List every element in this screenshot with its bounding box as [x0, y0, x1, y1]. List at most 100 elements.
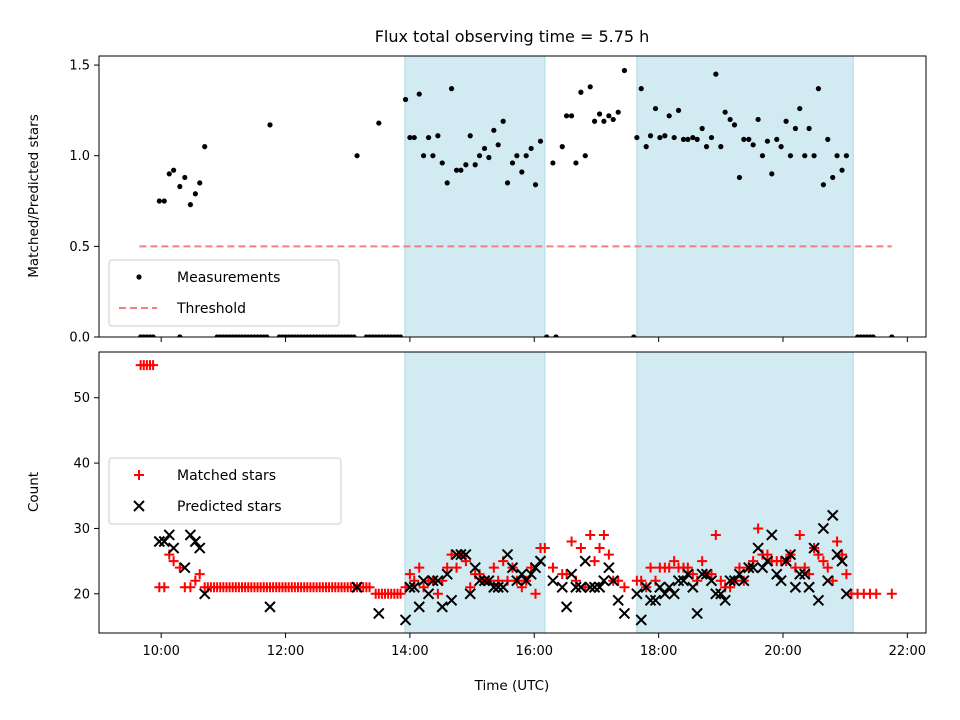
- matched-point: [194, 569, 205, 580]
- predicted-point: [588, 581, 601, 593]
- matched-point: [841, 569, 852, 580]
- predicted-point: [511, 575, 523, 587]
- x-tick-label: 22:00: [889, 644, 926, 659]
- measurement-point: [166, 171, 172, 177]
- predicted-point: [570, 581, 582, 593]
- measurement-point: [755, 116, 761, 123]
- measurement-point: [825, 136, 831, 142]
- measurement-point: [671, 134, 677, 141]
- matched-point: [566, 536, 577, 547]
- measurement-point: [802, 153, 808, 159]
- predicted-point: [766, 529, 778, 541]
- measurement-point: [680, 136, 687, 142]
- measurement-point: [532, 182, 539, 188]
- measurement-point: [703, 144, 710, 150]
- predicted-point: [715, 588, 727, 600]
- predicted-point: [408, 581, 420, 593]
- measurement-point: [587, 84, 593, 90]
- predicted-point: [784, 548, 797, 561]
- matched-point: [432, 588, 443, 599]
- measurement-point: [491, 127, 497, 133]
- measurement-point: [420, 153, 427, 159]
- predicted-point: [672, 575, 685, 587]
- predicted-point: [691, 607, 703, 620]
- predicted-point: [264, 601, 276, 613]
- matched-point: [159, 582, 170, 593]
- y-axis-label: Count: [26, 472, 42, 512]
- measurement-point: [177, 334, 183, 337]
- measurement-point: [435, 133, 441, 139]
- matched-point: [710, 529, 721, 540]
- measurement-point: [486, 154, 492, 161]
- measurement-point: [150, 334, 156, 337]
- legend: Matched stars Predicted stars: [108, 457, 342, 525]
- predicted-point: [483, 575, 495, 587]
- predicted-point: [399, 614, 412, 626]
- predicted-point: [612, 594, 624, 607]
- predicted-point: [654, 581, 666, 593]
- predicted-point: [747, 561, 759, 574]
- predicted-point: [799, 568, 811, 580]
- measurement-point: [631, 334, 637, 337]
- matched-point: [168, 556, 179, 567]
- matched-point: [174, 562, 185, 573]
- predicted-point: [455, 548, 467, 561]
- measurement-point: [843, 153, 850, 159]
- predicted-point: [436, 601, 448, 613]
- matched-point: [837, 549, 848, 560]
- measurement-point: [638, 86, 644, 92]
- predicted-point: [593, 581, 606, 593]
- measurement-point: [481, 145, 488, 152]
- legend-swatch: [136, 274, 142, 280]
- predicted-point: [413, 601, 425, 613]
- predicted-point: [575, 581, 587, 593]
- measurement-point: [500, 118, 506, 124]
- matched-point: [822, 562, 833, 573]
- predicted-point: [668, 588, 680, 600]
- matched-point: [827, 575, 838, 586]
- measurement-point: [495, 142, 501, 148]
- predicted-point: [700, 568, 713, 580]
- matched-point: [603, 549, 614, 560]
- measurement-point: [736, 174, 743, 181]
- predicted-point: [812, 594, 825, 607]
- legend-swatch: [134, 470, 144, 480]
- predicted-point: [529, 561, 542, 574]
- measurement-point: [544, 334, 550, 337]
- measurement-point: [647, 133, 654, 139]
- y-tick-label: 1.0: [69, 149, 90, 164]
- matched-point: [619, 582, 630, 593]
- measurement-point: [741, 136, 747, 142]
- legend-label: Predicted stars: [177, 499, 282, 515]
- matched-point: [613, 575, 624, 586]
- measurement-point: [657, 134, 663, 141]
- matched-point: [762, 549, 773, 560]
- measurement-point: [411, 134, 417, 141]
- series-0: [138, 67, 895, 337]
- matched-point: [404, 569, 415, 580]
- x-tick-label: 16:00: [516, 644, 553, 659]
- predicted-point: [417, 575, 430, 587]
- predicted-point: [497, 581, 509, 593]
- matched-point: [871, 588, 882, 599]
- measurement-point: [578, 89, 584, 95]
- y-tick-label: 40: [73, 457, 90, 472]
- measurement-point: [750, 142, 756, 148]
- legend: Measurements Threshold: [108, 259, 340, 327]
- measurement-point: [430, 153, 436, 159]
- matched-point: [460, 556, 471, 567]
- predicted-point: [598, 575, 610, 587]
- predicted-point: [817, 522, 830, 535]
- measurement-point: [187, 202, 194, 208]
- predicted-point: [460, 548, 472, 561]
- matched-point: [585, 529, 596, 540]
- y-tick-label: 1.5: [69, 59, 90, 74]
- legend-box: [108, 457, 342, 525]
- y-tick-label: 50: [73, 391, 90, 406]
- chart-title: Flux total observing time = 5.75 h: [375, 27, 650, 46]
- predicted-point: [803, 581, 815, 593]
- series-1: [153, 509, 853, 626]
- matched-point: [794, 529, 805, 540]
- predicted-point: [501, 548, 514, 561]
- predicted-point: [705, 575, 718, 587]
